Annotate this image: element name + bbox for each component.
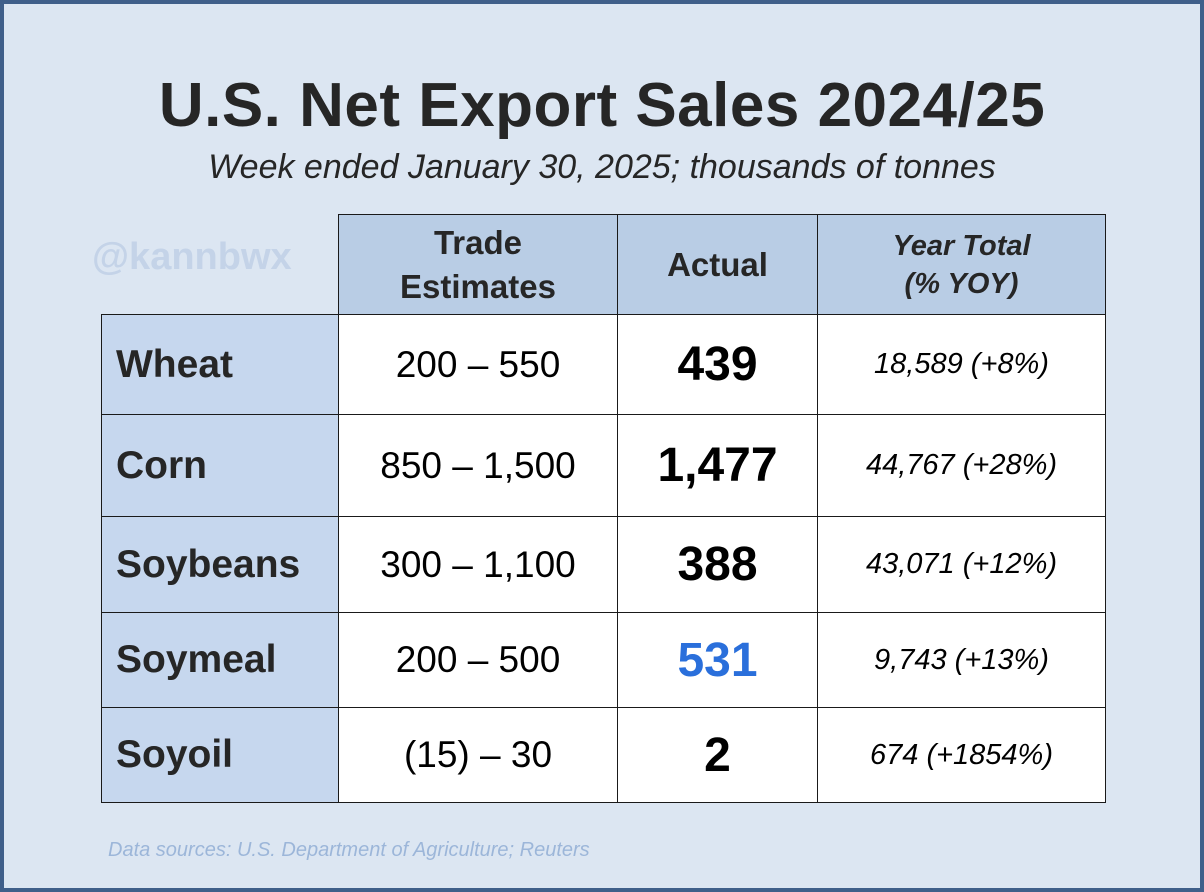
actual-value-cell-highlighted: 531 xyxy=(617,612,818,708)
row-label: Soymeal xyxy=(101,612,339,708)
actual-value-cell: 388 xyxy=(617,516,818,613)
header-trade-estimates: Trade Estimates xyxy=(338,214,618,315)
row-label: Soyoil xyxy=(101,707,339,803)
actual-value-cell: 439 xyxy=(617,314,818,415)
year-total-value: 18,589 xyxy=(874,348,963,380)
table-row: Corn 850 – 1,500 1,477 44,767 (+28%) xyxy=(101,414,1106,517)
row-label: Wheat xyxy=(101,314,339,415)
header-trade-estimates-line1: Trade xyxy=(433,223,523,261)
yoy-change: (+8%) xyxy=(970,348,1049,380)
year-total-value: 43,071 xyxy=(865,548,955,580)
watermark-handle: @kannbwx xyxy=(92,236,292,278)
table-row: Soyoil (15) – 30 2 674 (+1854%) xyxy=(101,707,1106,803)
year-total-cell: 18,589 (+8%) xyxy=(817,314,1106,415)
trade-estimate-cell: 850 – 1,500 xyxy=(338,414,618,517)
table-row: Soymeal 200 – 500 531 9,743 (+13%) xyxy=(101,612,1106,708)
chart-title: U.S. Net Export Sales 2024/25 xyxy=(158,71,1046,140)
data-source-note: Data sources: U.S. Department of Agricul… xyxy=(108,839,590,861)
header-row: Trade Estimates Actual Year Total (% YOY… xyxy=(102,214,1106,315)
year-total-value: 674 xyxy=(869,738,919,771)
header-year-total-line1: Year Total xyxy=(892,229,1031,262)
header-corner-blank xyxy=(102,215,339,315)
actual-value-cell: 1,477 xyxy=(617,414,818,517)
year-total-cell: 43,071 (+12%) xyxy=(817,516,1106,613)
table-row: Wheat 200 – 550 439 18,589 (+8%) xyxy=(101,314,1106,415)
header-year-total: Year Total (% YOY) xyxy=(817,214,1106,315)
header-trade-estimates-line2: Estimates xyxy=(400,267,556,305)
year-total-cell: 674 (+1854%) xyxy=(817,707,1106,803)
yoy-change: (+1854%) xyxy=(926,738,1053,771)
year-total-value: 9,743 xyxy=(874,643,947,676)
year-total-cell: 44,767 (+28%) xyxy=(817,414,1106,517)
chart-subtitle: Week ended January 30, 2025; thousands o… xyxy=(208,148,996,186)
export-sales-table: Trade Estimates Actual Year Total (% YOY… xyxy=(101,214,1106,803)
row-label: Soybeans xyxy=(101,516,339,613)
header-actual-line1: Actual xyxy=(667,245,768,283)
row-label: Corn xyxy=(101,414,339,517)
trade-estimate-cell: 300 – 1,100 xyxy=(338,516,618,613)
actual-value-cell: 2 xyxy=(617,707,818,803)
yoy-change: (+12%) xyxy=(962,548,1058,580)
yoy-change: (+13%) xyxy=(954,643,1049,676)
year-total-cell: 9,743 (+13%) xyxy=(817,612,1106,708)
trade-estimate-cell: (15) – 30 xyxy=(338,707,618,803)
trade-estimate-cell: 200 – 500 xyxy=(338,612,618,708)
year-total-value: 44,767 xyxy=(865,449,955,481)
table-row: Soybeans 300 – 1,100 388 43,071 (+12%) xyxy=(101,516,1106,613)
header-year-total-line2: (% YOY) xyxy=(904,267,1019,300)
trade-estimate-cell: 200 – 550 xyxy=(338,314,618,415)
yoy-change: (+28%) xyxy=(962,449,1058,481)
header-actual: Actual xyxy=(617,214,818,315)
